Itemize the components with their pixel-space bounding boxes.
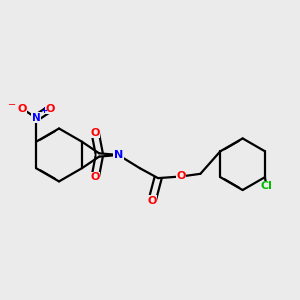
Text: O: O: [147, 196, 157, 206]
Text: +: +: [40, 106, 47, 115]
Text: N: N: [32, 113, 40, 123]
Text: N: N: [114, 150, 123, 160]
Text: O: O: [45, 103, 55, 114]
Text: O: O: [17, 103, 27, 114]
Text: O: O: [91, 128, 100, 138]
Text: −: −: [8, 100, 16, 110]
Text: O: O: [176, 172, 186, 182]
Text: O: O: [91, 172, 100, 182]
Text: Cl: Cl: [260, 182, 272, 191]
